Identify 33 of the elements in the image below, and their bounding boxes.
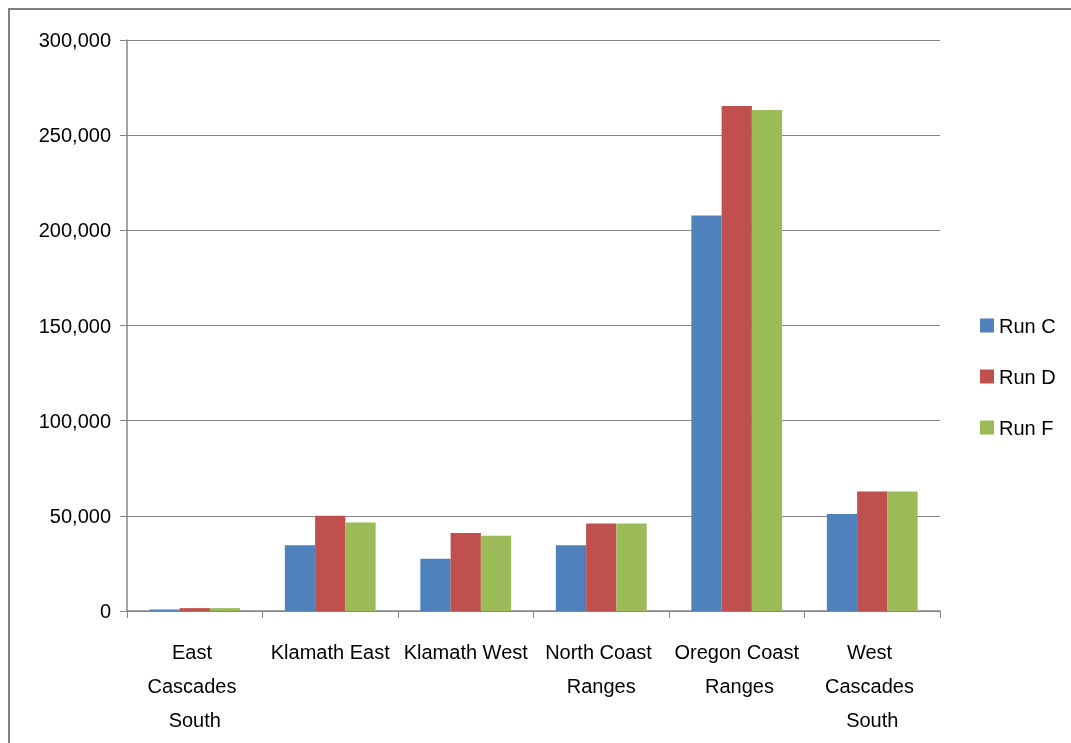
- x-tick-label: Oregon Coast Ranges: [674, 641, 800, 697]
- bar: [751, 110, 783, 611]
- bar: [179, 608, 210, 611]
- bar: [284, 545, 316, 611]
- bar: [345, 522, 376, 611]
- legend-label: Run F: [999, 416, 1054, 439]
- bar: [887, 491, 918, 611]
- y-tick-label: 150,000: [38, 314, 111, 337]
- y-tick-label: 200,000: [38, 219, 111, 242]
- legend-label: Run C: [999, 314, 1056, 337]
- x-tick-label: Klamath West: [403, 641, 529, 663]
- bar: [480, 535, 512, 611]
- x-tick-label: West Cascades South: [825, 641, 920, 731]
- x-tick-label: North Coast Ranges: [545, 641, 658, 697]
- bar: [616, 523, 647, 611]
- bar: [721, 106, 752, 611]
- y-tick-label: 250,000: [38, 124, 111, 147]
- bar: [826, 513, 858, 611]
- y-tick-label: 0: [99, 600, 111, 622]
- y-tick-label: 300,000: [38, 29, 111, 51]
- bar: [555, 545, 587, 611]
- bar: [450, 532, 481, 611]
- bar: [691, 215, 722, 611]
- bar: [315, 515, 346, 611]
- legend-label: Run D: [999, 365, 1056, 388]
- bar: [209, 608, 241, 611]
- x-tick-label: Klamath East: [270, 641, 391, 663]
- bar: [857, 491, 888, 611]
- bar: [586, 523, 617, 611]
- bar: [420, 558, 451, 611]
- x-tick-label: East Cascades South: [147, 641, 242, 731]
- y-tick-label: 100,000: [38, 409, 111, 432]
- y-tick-label: 50,000: [49, 504, 111, 527]
